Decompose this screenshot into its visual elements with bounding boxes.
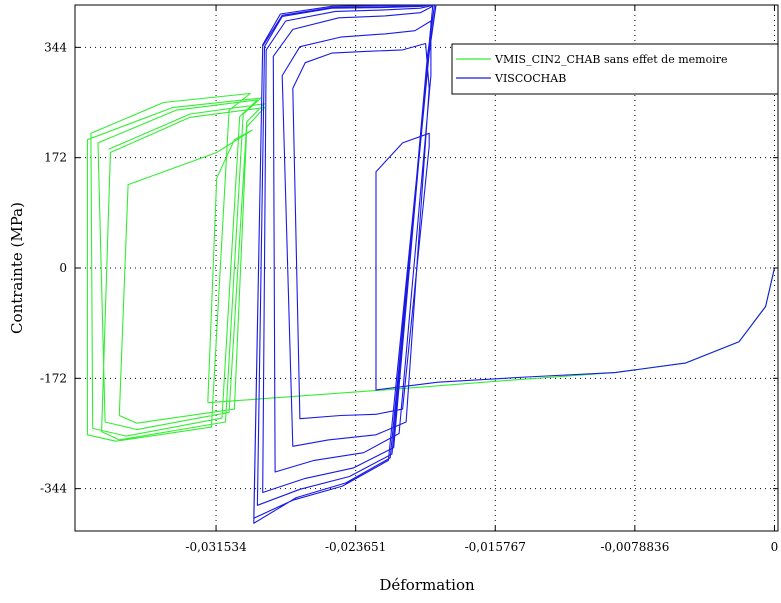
x-axis-label: Déformation — [379, 576, 475, 594]
y-tick-label: 344 — [44, 40, 67, 54]
x-tick-label: -0,023651 — [325, 540, 386, 554]
series-line — [375, 132, 776, 415]
legend-label-vmis: VMIS_CIN2_CHAB sans effet de memoire — [494, 53, 728, 66]
y-tick-label: -172 — [40, 371, 67, 385]
series-line — [253, 5, 437, 524]
x-tick-label: -0,031534 — [185, 540, 247, 554]
series-viscochab — [253, 5, 776, 524]
y-axis-label: Contrainte (MPa) — [8, 202, 26, 334]
y-tick-label: 0 — [59, 261, 67, 275]
axis-ticks: -0,031534 -0,023651 -0,015767 -0,0078836 0 34… — [40, 5, 778, 554]
y-tick-label: -344 — [40, 482, 67, 496]
series-layer — [86, 5, 776, 524]
legend: VMIS_CIN2_CHAB sans effet de memoire VIS… — [451, 43, 779, 95]
y-tick-label: 172 — [44, 151, 67, 165]
legend-label-viscochab: VISCOCHAB — [494, 72, 566, 85]
x-tick-label: -0,015767 — [465, 540, 526, 554]
x-tick-label: -0,0078836 — [600, 540, 669, 554]
series-line — [86, 92, 266, 442]
legend-box — [451, 43, 779, 95]
x-tick-label: 0 — [771, 540, 779, 554]
